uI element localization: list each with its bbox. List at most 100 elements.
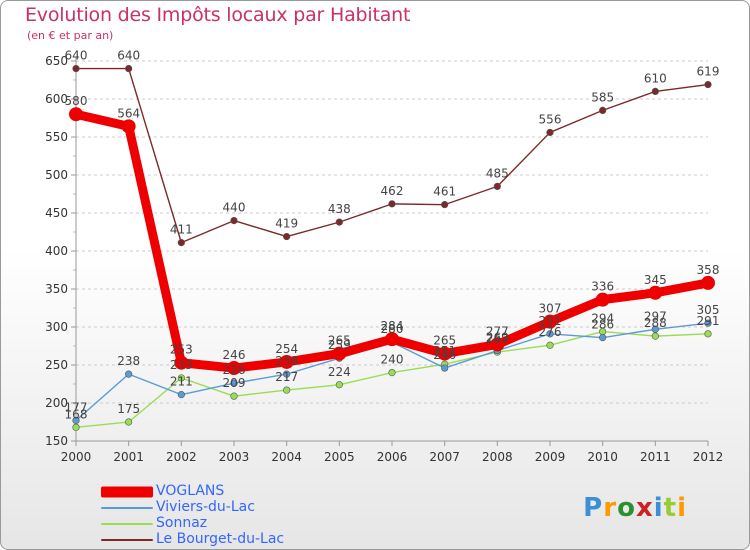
- x-tick-label: 2001: [113, 450, 144, 464]
- data-label: 251: [433, 344, 456, 358]
- data-label: 246: [433, 348, 456, 362]
- data-point: [651, 332, 659, 340]
- data-point: [546, 341, 554, 349]
- data-label: 211: [170, 375, 193, 389]
- logo-letter: o: [617, 493, 636, 523]
- data-label: 358: [697, 263, 720, 277]
- data-label: 217: [275, 370, 298, 384]
- data-point: [335, 381, 343, 389]
- data-point: [441, 201, 449, 209]
- data-label: 288: [644, 316, 667, 330]
- legend-swatch: [101, 507, 153, 509]
- data-point: [177, 239, 185, 247]
- data-label: 238: [275, 354, 298, 368]
- data-label: 254: [275, 342, 298, 356]
- data-point: [704, 319, 712, 327]
- data-label: 209: [223, 376, 246, 390]
- data-label: 640: [65, 49, 88, 63]
- x-tick-label: 2009: [535, 450, 566, 464]
- data-point: [125, 370, 133, 378]
- data-label: 294: [591, 312, 614, 326]
- data-point: [230, 217, 238, 225]
- data-point: [125, 418, 133, 426]
- data-label: 640: [117, 49, 140, 63]
- data-point: [174, 355, 189, 370]
- data-point: [279, 354, 294, 369]
- y-tick-label: 550: [45, 130, 68, 144]
- data-point: [490, 337, 505, 352]
- data-point: [69, 107, 83, 122]
- data-point: [177, 374, 185, 382]
- data-point: [493, 182, 501, 190]
- proxiti-logo: Proxiti: [583, 493, 687, 523]
- x-tick-label: 2011: [640, 450, 671, 464]
- data-label: 291: [539, 314, 562, 328]
- data-label: 461: [433, 185, 456, 199]
- x-tick-label: 2010: [587, 450, 618, 464]
- data-label: 175: [117, 402, 140, 416]
- data-label: 610: [644, 71, 667, 85]
- data-point: [543, 314, 557, 329]
- legend-label: Le Bourget-du-Lac: [156, 531, 285, 547]
- data-label: 265: [433, 334, 456, 348]
- y-tick-label: 650: [45, 54, 68, 68]
- y-tick-label: 200: [45, 396, 68, 410]
- data-label: 280: [381, 322, 404, 336]
- data-point: [437, 346, 452, 361]
- x-tick-label: 2007: [429, 450, 460, 464]
- data-label: 240: [381, 353, 404, 367]
- data-label: 233: [170, 358, 193, 372]
- chart-subtitle: (en € et par an): [27, 29, 114, 42]
- data-point: [283, 370, 291, 378]
- data-label: 276: [539, 325, 562, 339]
- y-tick-label: 600: [45, 92, 68, 106]
- data-point: [704, 80, 712, 89]
- data-label: 269: [486, 331, 509, 345]
- x-tick-label: 2012: [693, 450, 724, 464]
- data-point: [546, 128, 554, 137]
- data-point: [599, 106, 607, 114]
- data-point: [72, 64, 80, 73]
- data-label: 305: [697, 303, 720, 317]
- x-tick-label: 2005: [324, 450, 355, 464]
- data-point: [335, 218, 343, 226]
- x-tick-label: 2000: [61, 450, 92, 464]
- data-point: [651, 325, 659, 333]
- data-point: [227, 361, 241, 376]
- data-label: 619: [697, 65, 720, 79]
- y-tick-label: 300: [45, 320, 68, 334]
- x-tick-label: 2003: [219, 450, 250, 464]
- logo-letter: i: [653, 493, 664, 523]
- data-label: 226: [223, 363, 246, 377]
- data-point: [72, 423, 80, 431]
- y-tick-label: 150: [45, 434, 68, 448]
- legend-label: Viviers-du-Lac: [156, 499, 255, 515]
- data-label: 336: [591, 280, 614, 294]
- legend-label: VOGLANS: [156, 483, 225, 499]
- x-tick-label: 2004: [271, 450, 302, 464]
- data-label: 224: [328, 365, 351, 379]
- data-label: 440: [223, 201, 246, 215]
- data-label: 411: [170, 223, 193, 237]
- data-point: [546, 330, 554, 338]
- data-point: [121, 119, 136, 134]
- logo-letter: P: [583, 493, 604, 523]
- data-label: 265: [328, 334, 351, 348]
- legend-swatch: [101, 523, 153, 525]
- data-point: [385, 332, 399, 347]
- data-point: [701, 275, 715, 290]
- data-point: [283, 232, 291, 241]
- data-point: [283, 386, 291, 394]
- data-label: 556: [539, 112, 562, 126]
- data-label: 462: [381, 184, 404, 198]
- logo-letter: r: [603, 493, 618, 523]
- data-point: [704, 330, 712, 338]
- data-label: 297: [644, 309, 667, 323]
- data-label: 238: [117, 354, 140, 368]
- data-point: [388, 369, 396, 377]
- logo-letter: x: [635, 493, 654, 523]
- data-point: [230, 379, 238, 387]
- data-label: 284: [381, 319, 404, 333]
- data-label: 177: [65, 400, 88, 414]
